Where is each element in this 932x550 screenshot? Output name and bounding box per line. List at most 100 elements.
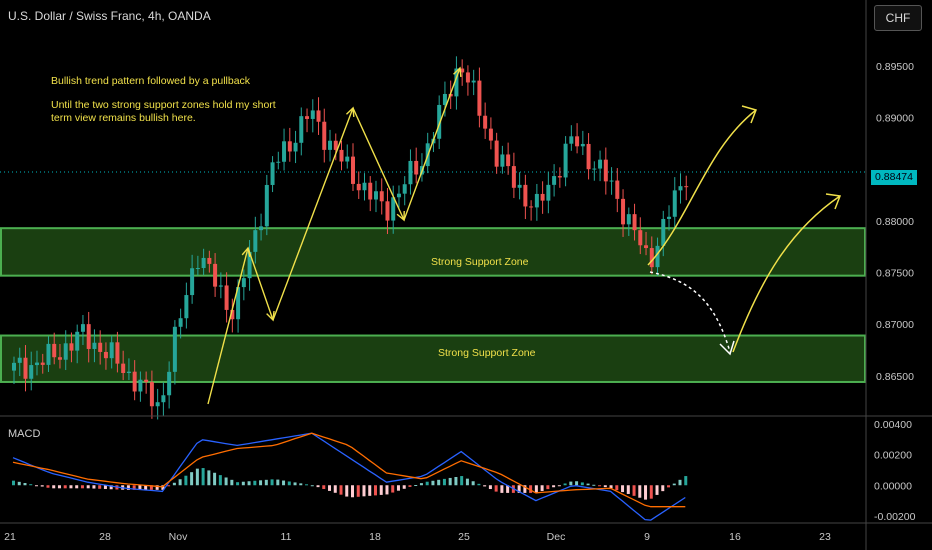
candle-body [684,186,689,188]
signal-line [12,432,686,508]
macd-histogram-bar [126,485,130,490]
swing-arrow [247,247,274,321]
macd-histogram-bar [167,485,171,487]
candle-body [339,149,344,162]
annotation-note-line3: term view remains bullish here. [51,112,196,124]
candle-body [236,287,241,320]
candle-body [287,141,292,152]
candle-body [126,371,131,374]
candle-body [23,357,28,379]
macd-histogram-bar [345,485,349,497]
macd-histogram-bar [63,485,67,489]
candle-body [247,251,252,279]
time-tick-label: 9 [644,531,650,543]
candle-body [115,342,120,364]
macd-histogram-bar [259,480,263,486]
price-tick-label: 0.86500 [876,371,914,383]
candle-body [621,198,626,225]
projection-curve-pullback [649,271,731,353]
swing-arrow [403,67,461,221]
candle-body [149,382,154,407]
annotation-note-line1: Bullish trend pattern followed by a pull… [51,75,251,87]
candle-body [190,268,195,296]
candle-body [310,110,315,119]
candle-body [402,184,407,194]
macd-histogram-bar [80,485,84,489]
macd-histogram-bar [299,483,303,486]
macd-histogram-bar [316,485,320,488]
candle-body [161,395,166,403]
candle-body [506,154,511,167]
candle-body [121,363,126,374]
candle-body [592,168,597,170]
macd-histogram-bar [477,483,481,486]
candle-body [29,365,34,379]
candle-body [362,182,367,191]
macd-histogram-bar [391,485,395,493]
macd-histogram-bar [615,485,619,491]
swing-arrowhead [453,66,462,78]
macd-histogram-bar [86,485,90,489]
candle-body [632,214,637,231]
candle-body [253,230,258,252]
candle-body [293,142,298,152]
macd-histogram-bar [534,485,538,493]
macd-histogram-bar [253,480,257,486]
candle-body [155,402,160,407]
candle-body [575,136,580,147]
macd-histogram-bar [603,485,607,488]
time-tick-label: 21 [4,531,16,543]
macd-histogram-bar [46,485,50,488]
candle-body [437,104,442,139]
candle-body [615,180,620,199]
swing-arrow [352,107,405,221]
candle-body [356,183,361,191]
macd-histogram-bar [454,477,458,486]
annotation-note-line2: Until the two strong support zones hold … [51,99,276,111]
macd-histogram-bar [69,485,73,489]
candle-body [276,161,281,163]
macd-histogram-bar [626,485,630,494]
macd-histogram-bar [92,485,96,489]
macd-histogram-bar [287,481,291,486]
candle-body [52,343,57,358]
macd-histogram-bar [586,483,590,486]
macd-histogram-bar [201,468,205,486]
macd-histogram-bar [471,481,475,486]
candle-body [454,68,459,97]
candle-body [569,136,574,144]
macd-histogram-bar [621,485,625,493]
candle-body [678,186,683,191]
macd-histogram-bar [161,485,165,490]
macd-histogram-bar [29,484,33,486]
candle-body [408,160,413,185]
macd-histogram-bar [132,485,136,490]
candle-body [649,248,654,268]
macd-histogram-bar [460,476,464,486]
macd-histogram-bar [75,485,79,489]
swing-arrow [207,247,249,405]
candle-body [540,193,545,201]
macd-histogram-bar [213,472,217,486]
projection-curve-rally [732,195,841,353]
candle-body [494,140,499,167]
macd-histogram-bar [264,479,268,486]
macd-histogram-bar [655,485,659,495]
macd-histogram-bar [649,485,653,499]
candle-body [442,93,447,105]
macd-histogram-bar [328,485,332,491]
last-price-tag: 0.88474 [871,170,917,185]
macd-histogram-bar [667,485,671,488]
macd-histogram-bar [557,485,561,487]
price-tick-label: 0.87500 [876,268,914,280]
macd-histogram-bar [552,485,556,488]
candle-body [644,245,649,249]
currency-button[interactable]: CHF [874,5,922,31]
candle-body [75,331,80,351]
time-tick-label: 16 [729,531,741,543]
candle-body [34,362,39,366]
candle-body [396,193,401,198]
candle-body [69,343,74,351]
macd-histogram-bar [17,481,21,486]
